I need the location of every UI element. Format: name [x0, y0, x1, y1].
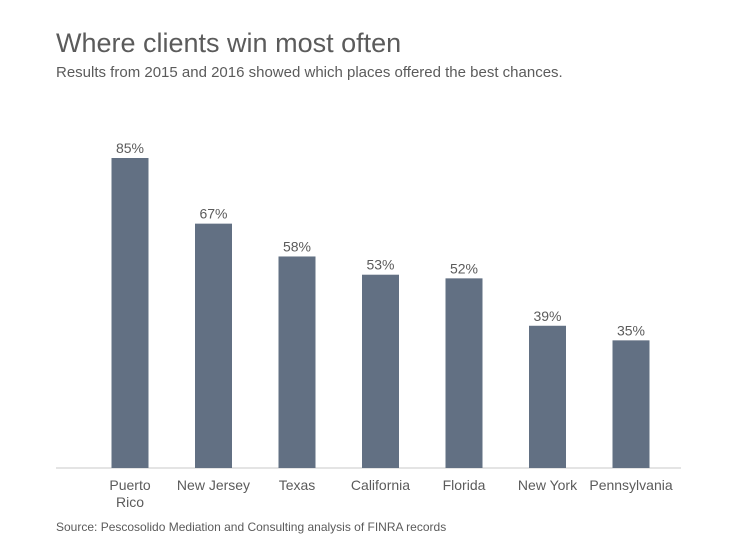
value-label-5: 39% — [533, 308, 561, 324]
value-label-3: 53% — [366, 257, 394, 273]
value-label-1: 67% — [199, 206, 227, 222]
bar-4 — [445, 278, 483, 468]
chart-title: Where clients win most often — [56, 28, 402, 58]
chart-subtitle: Results from 2015 and 2016 showed which … — [56, 64, 563, 81]
category-label-0: Puerto Rico — [109, 477, 151, 510]
bar-0 — [111, 158, 149, 468]
category-label-1: New Jersey — [176, 477, 251, 493]
value-label-4: 52% — [450, 260, 478, 276]
category-label-6: Pennsylvania — [589, 477, 673, 493]
category-label-4: Florida — [442, 477, 486, 493]
category-label-5: New York — [517, 477, 578, 493]
value-label-2: 58% — [283, 238, 311, 254]
bar-3 — [362, 274, 399, 468]
bar-5 — [529, 325, 566, 468]
category-label-2: Texas — [278, 477, 316, 493]
bar-1 — [195, 223, 232, 468]
category-label-3: California — [350, 477, 411, 493]
value-label-6: 35% — [617, 322, 645, 338]
bar-6 — [612, 340, 650, 468]
bar-2 — [278, 256, 316, 468]
value-label-0: 85% — [116, 140, 144, 156]
source-note: Source: Pescosolido Mediation and Consul… — [56, 520, 447, 534]
